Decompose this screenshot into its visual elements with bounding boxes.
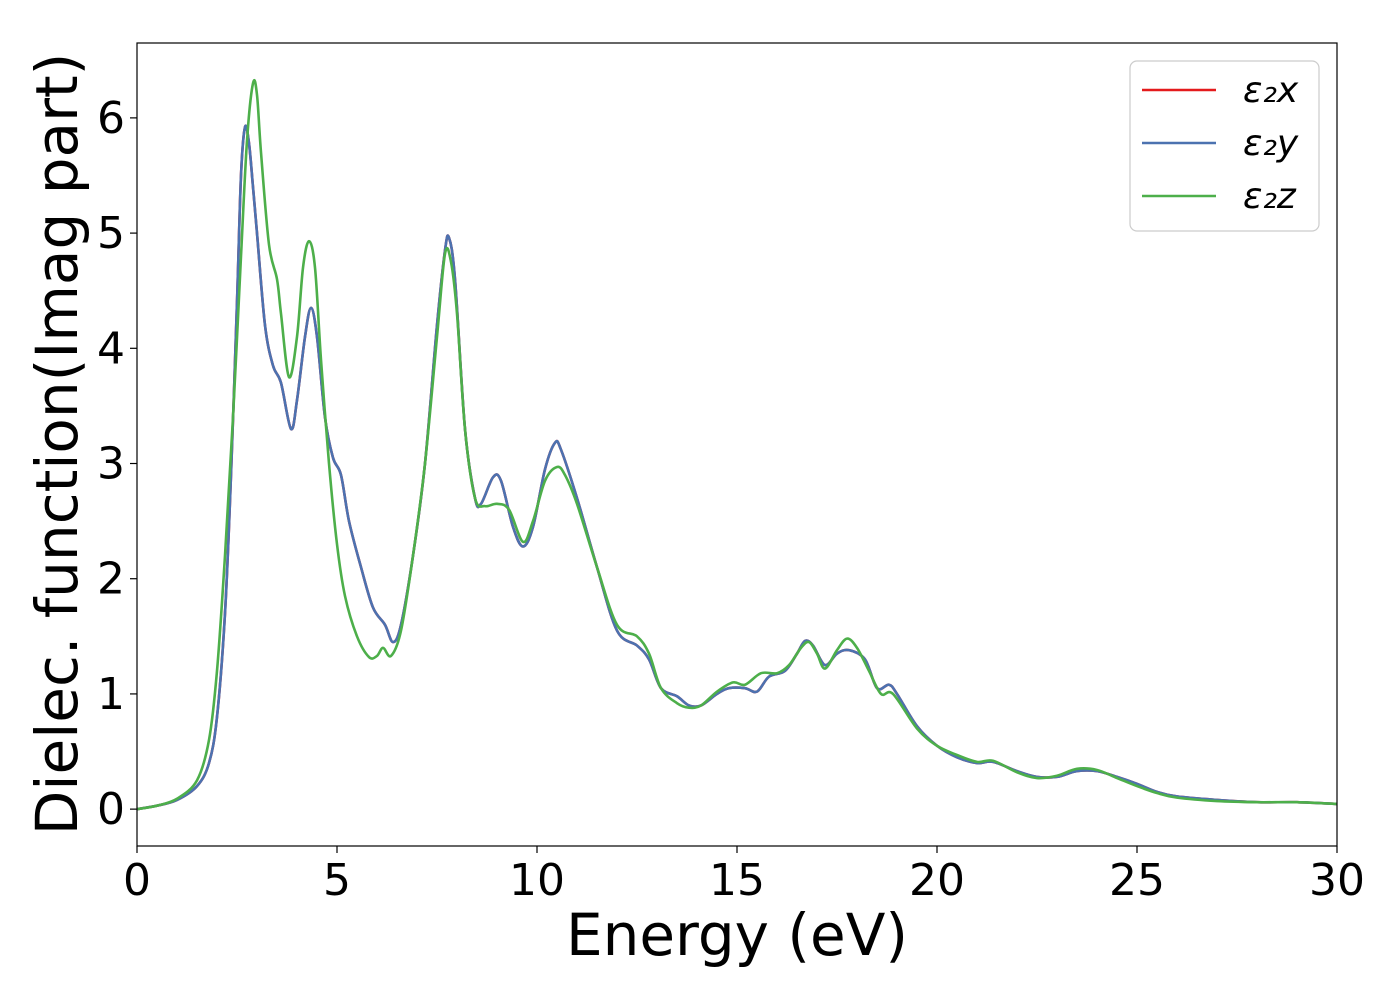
x-tick-label: 20 — [909, 855, 965, 906]
x-tick-label: 30 — [1309, 855, 1365, 906]
y-tick-label: 1 — [97, 669, 125, 720]
y-tick-label: 6 — [97, 93, 125, 144]
series-layer — [137, 78, 1337, 811]
x-tick-label: 15 — [709, 855, 765, 906]
legend: ε₂x ε₂y ε₂z — [1129, 60, 1320, 232]
x-axis: 0 5 10 15 20 25 30 — [123, 846, 1365, 906]
legend-label-eps2z: ε₂z — [1243, 176, 1297, 217]
y-axis-title: Dielec. function(Imag part) — [23, 53, 91, 836]
y-tick-label: 0 — [97, 784, 125, 835]
legend-label-eps2y: ε₂y — [1243, 123, 1299, 164]
y-tick-label: 4 — [97, 323, 125, 374]
x-tick-label: 5 — [323, 855, 351, 906]
series-line-eps2z — [137, 78, 1337, 811]
y-tick-label: 2 — [97, 554, 125, 605]
x-tick-label: 0 — [123, 855, 151, 906]
x-tick-label: 25 — [1109, 855, 1165, 906]
y-tick-label: 5 — [97, 208, 125, 259]
x-tick-label: 10 — [509, 855, 565, 906]
legend-label-eps2x: ε₂x — [1243, 70, 1299, 111]
x-axis-title: Energy (eV) — [566, 901, 908, 969]
y-axis: 0 1 2 3 4 5 6 — [97, 93, 137, 835]
legend-box — [1129, 60, 1320, 232]
y-tick-label: 3 — [97, 439, 125, 490]
